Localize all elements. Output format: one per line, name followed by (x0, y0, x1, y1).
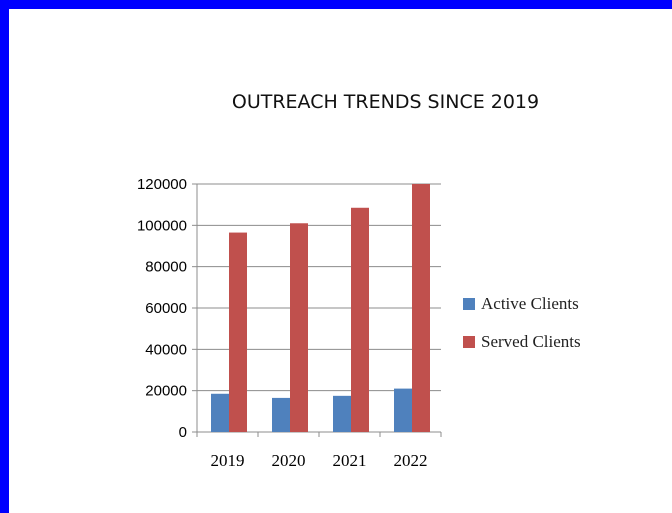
bar-served-clients-2022 (412, 184, 430, 432)
chart-title: OUTREACH TRENDS SINCE 2019 (231, 91, 540, 113)
chart-canvas: OUTREACH TRENDS SINCE 2019 0 20000 40000 60… (9, 9, 672, 513)
y-tick-label: 20000 (145, 383, 187, 400)
y-tick-label: 60000 (145, 300, 187, 317)
y-tick-label: 120000 (137, 176, 187, 193)
y-tick-label: 40000 (145, 341, 187, 358)
legend-swatch (463, 336, 475, 348)
bar-active-clients-2021 (333, 395, 351, 432)
x-tick-label: 2019 (211, 451, 245, 470)
x-tick-label: 2021 (333, 451, 367, 470)
legend-label: Active Clients (481, 294, 579, 313)
bar-served-clients-2021 (351, 207, 369, 432)
y-tick-label: 100000 (137, 217, 187, 234)
bar-active-clients-2022 (394, 388, 412, 432)
y-tick-label: 80000 (145, 259, 187, 276)
legend-swatch (463, 298, 475, 310)
y-tick-label: 0 (179, 424, 187, 441)
bar-chart: 0 20000 40000 60000 80000 100000 120000 2019 202… (137, 176, 581, 470)
bar-active-clients-2019 (211, 393, 229, 432)
bar-served-clients-2020 (290, 223, 308, 432)
bar-served-clients-2019 (229, 232, 247, 432)
bar-active-clients-2020 (272, 397, 290, 432)
x-tick-label: 2022 (394, 451, 428, 470)
legend-label: Served Clients (481, 332, 581, 351)
x-tick-label: 2020 (272, 451, 306, 470)
